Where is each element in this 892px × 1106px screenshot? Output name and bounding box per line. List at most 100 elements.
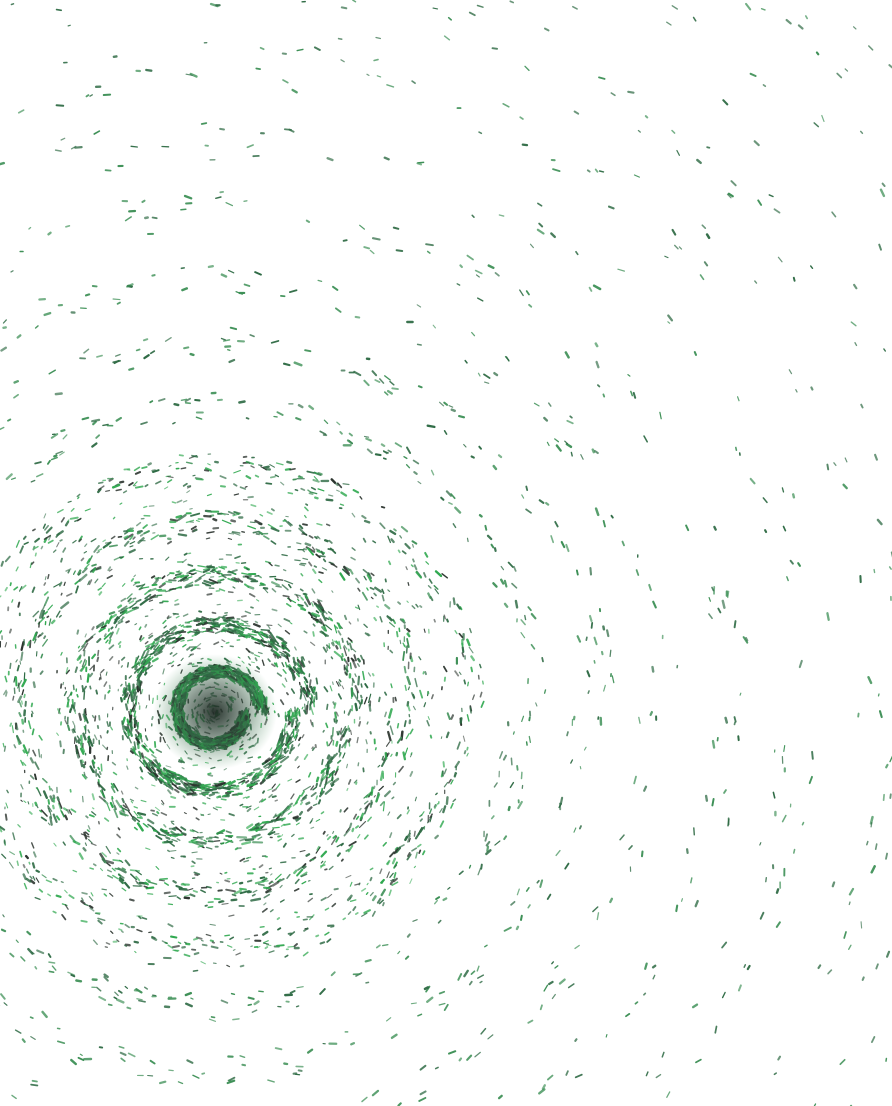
particle bbox=[169, 625, 177, 631]
particle bbox=[567, 983, 575, 989]
particle bbox=[20, 956, 26, 962]
particle bbox=[311, 746, 314, 750]
particle bbox=[381, 879, 385, 884]
particle bbox=[348, 822, 353, 829]
particle bbox=[363, 435, 370, 438]
particle bbox=[713, 525, 717, 531]
particle bbox=[191, 829, 199, 834]
particle bbox=[290, 688, 296, 694]
particle bbox=[263, 880, 269, 882]
particle bbox=[174, 573, 182, 576]
particle bbox=[114, 616, 120, 624]
particle bbox=[58, 581, 63, 587]
particle bbox=[564, 351, 570, 359]
particle bbox=[213, 625, 221, 628]
particle bbox=[80, 919, 88, 923]
particle bbox=[102, 744, 107, 750]
particle bbox=[113, 359, 120, 365]
particle bbox=[326, 754, 331, 760]
particle bbox=[257, 639, 266, 648]
particle bbox=[484, 524, 488, 531]
particle bbox=[564, 440, 569, 445]
particle bbox=[42, 638, 48, 647]
particle bbox=[413, 865, 417, 869]
particle bbox=[881, 182, 886, 187]
particle bbox=[305, 503, 309, 506]
particle bbox=[307, 547, 315, 556]
particle bbox=[303, 693, 307, 702]
particle bbox=[220, 273, 228, 278]
particle bbox=[43, 582, 47, 586]
particle bbox=[347, 844, 354, 853]
particle bbox=[206, 592, 213, 596]
particle bbox=[91, 714, 95, 719]
particle bbox=[249, 521, 256, 524]
particle bbox=[23, 882, 28, 890]
particle bbox=[253, 1000, 260, 1006]
particle bbox=[285, 692, 289, 696]
particle bbox=[289, 990, 296, 994]
particle bbox=[182, 482, 188, 487]
particle bbox=[296, 868, 304, 877]
particle bbox=[480, 700, 485, 708]
particle bbox=[609, 897, 614, 904]
particle bbox=[364, 959, 372, 963]
particle bbox=[112, 783, 119, 792]
particle bbox=[159, 828, 170, 836]
particle bbox=[248, 592, 256, 598]
particle bbox=[29, 774, 35, 780]
particle bbox=[101, 792, 104, 797]
particle bbox=[643, 435, 648, 443]
particle bbox=[98, 995, 107, 1002]
particle bbox=[261, 659, 265, 666]
particle bbox=[27, 801, 30, 805]
particle bbox=[365, 981, 370, 984]
particle bbox=[259, 513, 264, 517]
particle bbox=[497, 454, 503, 459]
particle bbox=[148, 748, 155, 754]
particle bbox=[242, 796, 247, 799]
particle bbox=[389, 649, 394, 654]
particle bbox=[381, 588, 385, 595]
particle bbox=[258, 798, 264, 803]
particle bbox=[365, 437, 372, 442]
particle bbox=[84, 293, 91, 297]
particle bbox=[363, 696, 368, 705]
particle bbox=[277, 636, 284, 640]
particle bbox=[416, 343, 422, 346]
particle bbox=[67, 500, 72, 503]
particle bbox=[358, 820, 367, 829]
particle bbox=[71, 728, 75, 734]
particle bbox=[139, 681, 143, 686]
particle bbox=[270, 508, 275, 512]
particle bbox=[335, 836, 340, 843]
particle bbox=[168, 464, 172, 467]
particle bbox=[24, 854, 29, 860]
particle bbox=[395, 846, 402, 854]
particle bbox=[777, 256, 783, 263]
particle bbox=[200, 791, 210, 794]
particle bbox=[168, 1069, 174, 1072]
particle bbox=[180, 826, 187, 831]
particle bbox=[184, 584, 194, 589]
particle bbox=[335, 645, 339, 650]
particle bbox=[66, 724, 71, 732]
particle bbox=[132, 708, 136, 713]
particle bbox=[36, 473, 44, 478]
particle bbox=[167, 641, 176, 645]
particle bbox=[477, 297, 484, 302]
particle bbox=[215, 589, 221, 592]
particle bbox=[182, 644, 187, 648]
particle bbox=[49, 795, 54, 803]
particle bbox=[159, 778, 164, 782]
particle bbox=[310, 826, 315, 829]
particle bbox=[64, 814, 69, 821]
particle bbox=[352, 906, 357, 912]
particle bbox=[184, 941, 187, 944]
particle bbox=[201, 846, 205, 849]
particle bbox=[419, 1064, 427, 1071]
particle bbox=[222, 614, 228, 617]
particle bbox=[97, 919, 103, 925]
particle bbox=[136, 521, 142, 527]
particle bbox=[277, 878, 285, 883]
